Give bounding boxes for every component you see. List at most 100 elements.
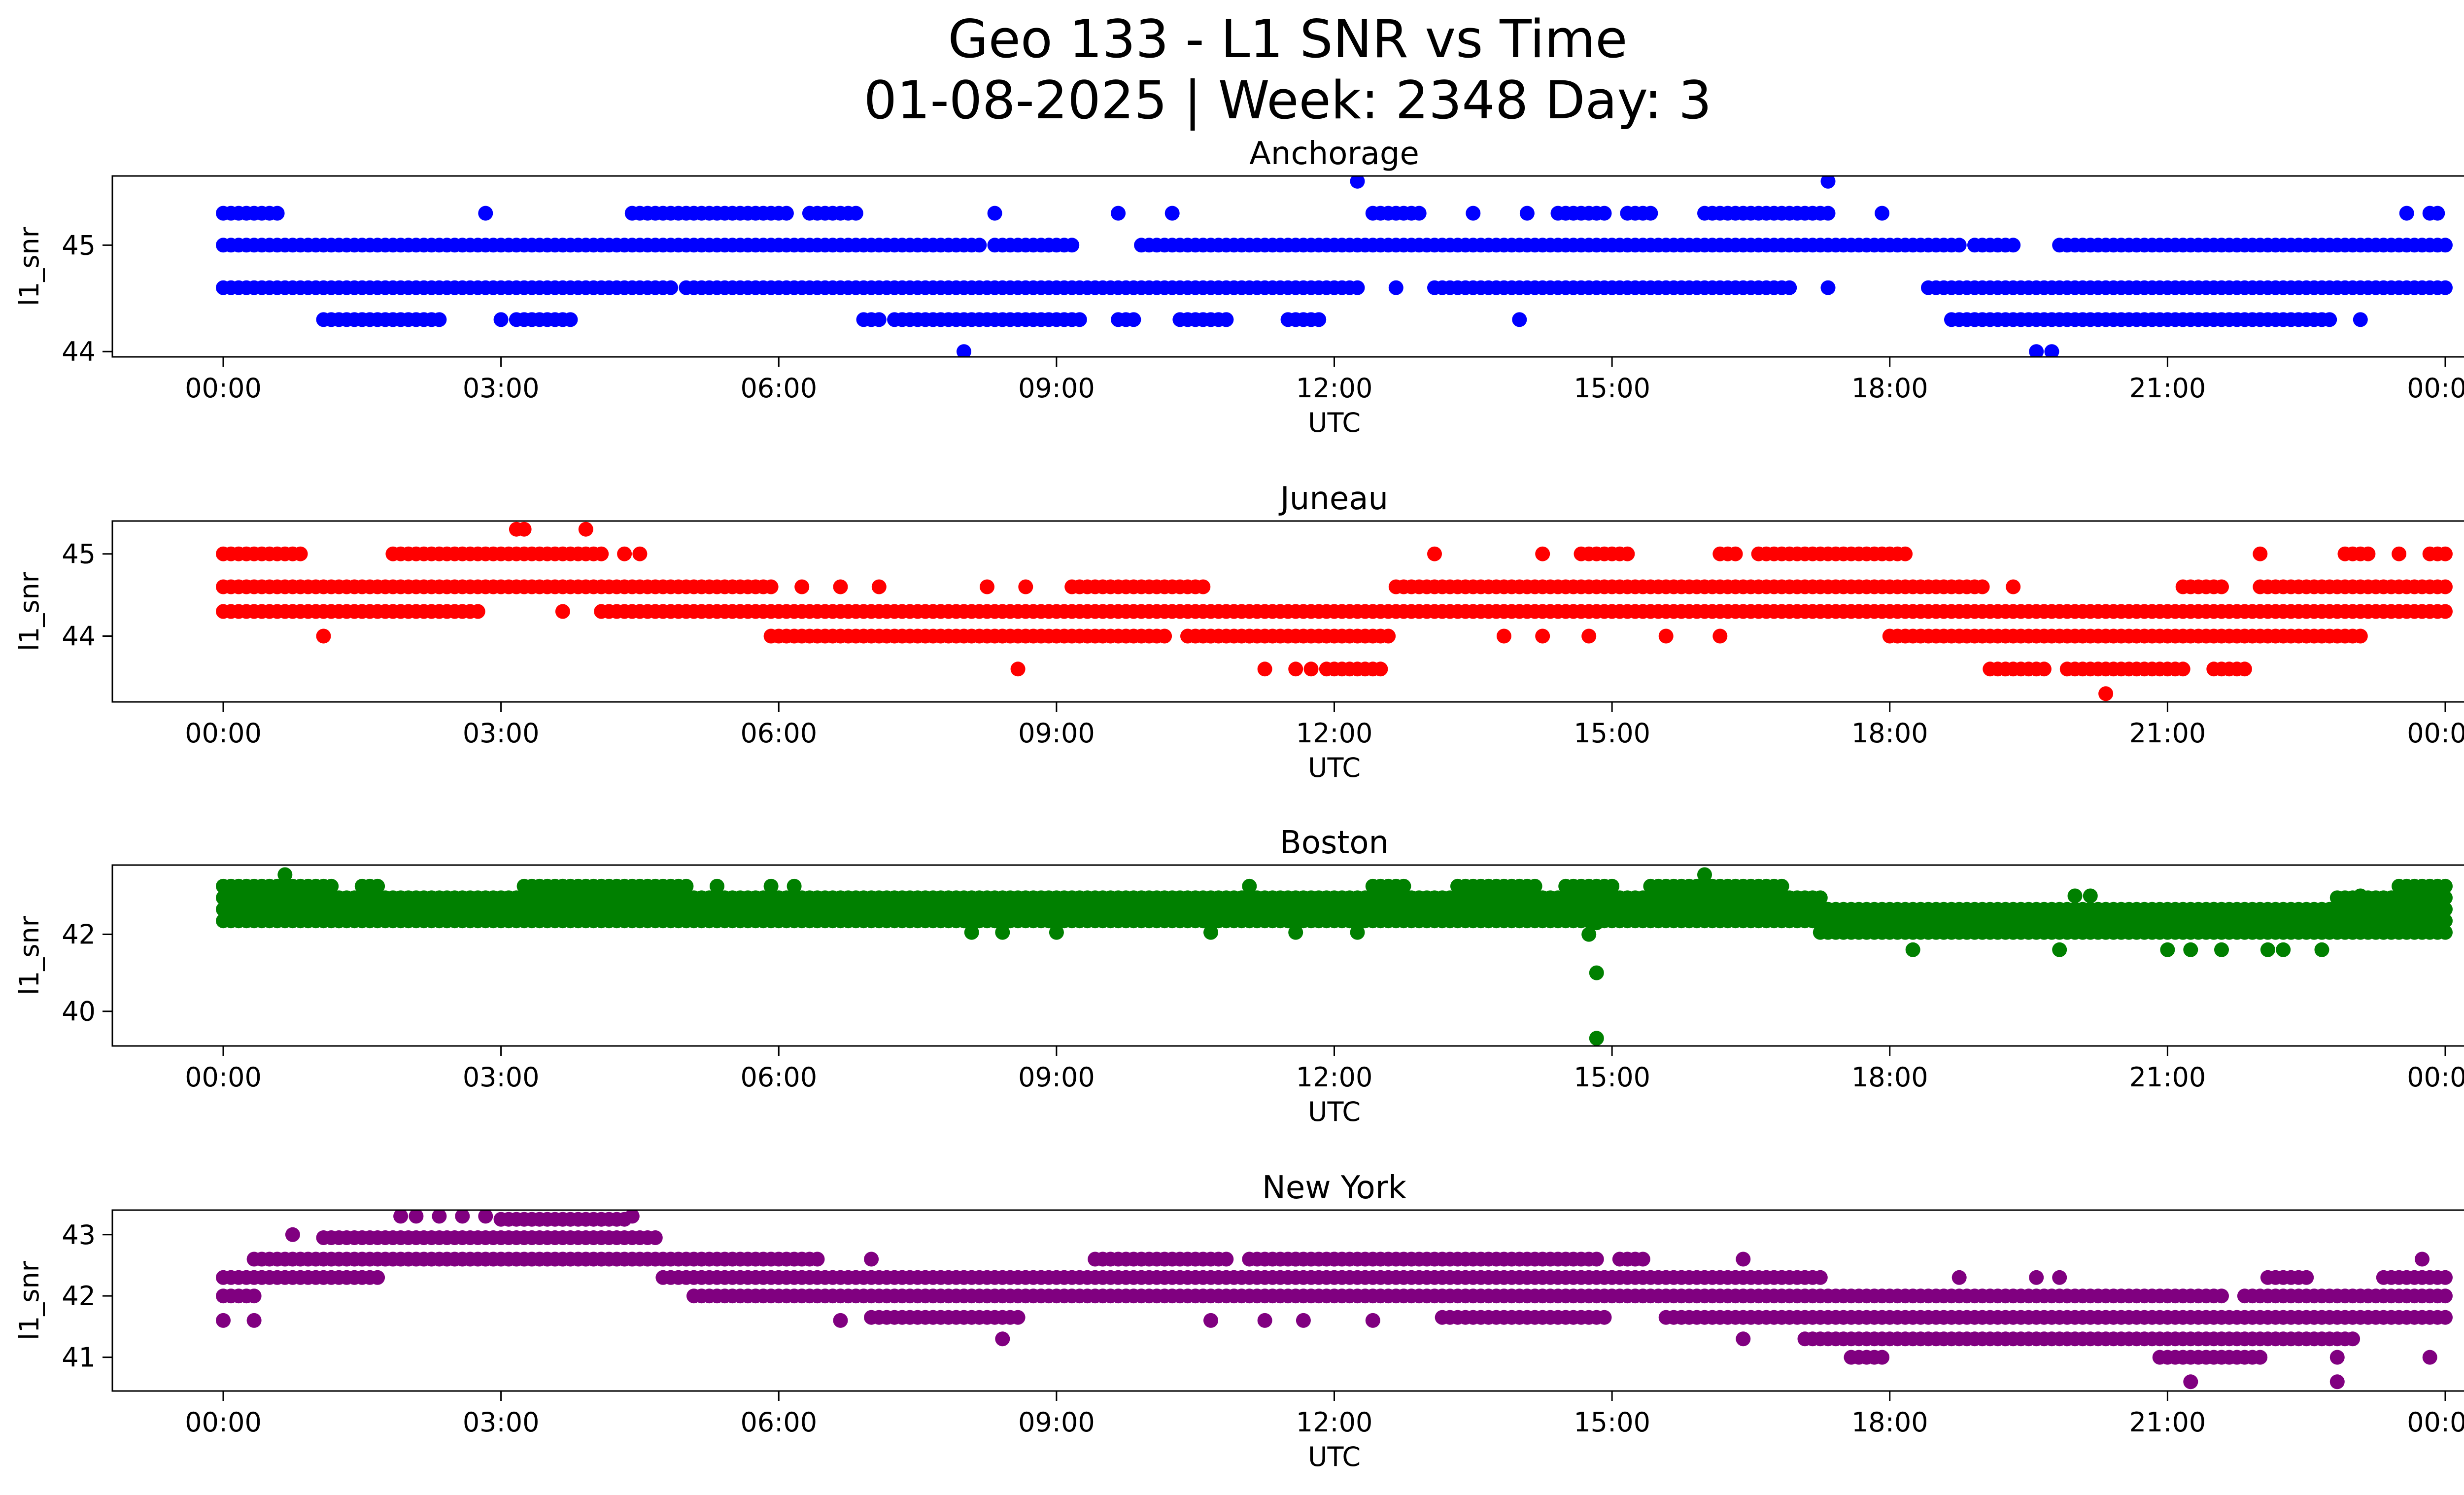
data-point — [432, 312, 447, 327]
data-point — [1242, 878, 1257, 894]
subplot-juneau: Juneau 00:00 03:00 06:00 09:00 12:00 15:00 18:0… — [14, 481, 2464, 783]
data-point — [995, 925, 1010, 940]
data-point — [1010, 661, 1026, 677]
data-point — [1496, 628, 1511, 644]
data-point — [555, 604, 570, 619]
data-point — [1010, 1310, 1026, 1325]
y-tick-label: 45 — [62, 539, 96, 570]
data-point — [1203, 1313, 1218, 1328]
data-point — [1303, 661, 1319, 677]
x-tick-label: 21:00 — [2129, 1407, 2206, 1438]
data-point — [787, 878, 802, 894]
data-point — [409, 1210, 424, 1224]
data-point — [2006, 579, 2021, 594]
y-tick-label: 45 — [62, 230, 96, 261]
data-point — [2029, 1270, 2044, 1285]
data-point — [2438, 878, 2453, 894]
data-point — [1643, 206, 1658, 221]
x-tick-label: 18:00 — [1851, 1062, 1928, 1093]
data-point — [493, 312, 509, 327]
data-point — [972, 238, 987, 253]
subplot-title: Juneau — [1278, 481, 1388, 517]
x-tick-label: 00:00 — [185, 718, 262, 749]
data-point — [316, 628, 331, 644]
data-point — [1597, 1310, 1612, 1325]
data-point — [2160, 942, 2175, 957]
x-tick-label: 18:00 — [1851, 1407, 1928, 1438]
x-tick-label: 18:00 — [1851, 373, 1928, 404]
x-tick-label: 06:00 — [740, 373, 817, 404]
data-point — [648, 1230, 663, 1245]
data-point — [2438, 1310, 2453, 1325]
data-point — [1712, 628, 1728, 644]
data-point — [1620, 546, 1635, 561]
data-marks — [216, 176, 2453, 357]
x-tick-label: 09:00 — [1018, 718, 1095, 749]
data-point — [1512, 312, 1527, 327]
data-point — [1697, 867, 1712, 882]
data-point — [1875, 206, 1890, 221]
data-point — [2399, 206, 2414, 221]
x-tick-label: 15:00 — [1574, 373, 1650, 404]
x-tick-label: 09:00 — [1018, 373, 1095, 404]
data-point — [2214, 579, 2229, 594]
data-point — [2322, 312, 2337, 327]
data-point — [578, 522, 593, 537]
data-point — [2237, 661, 2252, 677]
data-point — [1288, 1252, 1303, 1267]
data-point — [1951, 238, 1967, 253]
data-point — [1774, 878, 1789, 894]
data-point — [1875, 1350, 1890, 1365]
x-tick-label: 21:00 — [2129, 1062, 2206, 1093]
x-tick-label: 06:00 — [740, 718, 817, 749]
data-point — [1519, 206, 1535, 221]
data-point — [1975, 579, 1990, 594]
data-point — [1905, 942, 1920, 957]
data-point — [1782, 280, 1797, 295]
data-point — [270, 206, 285, 221]
data-point — [2329, 1374, 2345, 1390]
data-point — [1018, 579, 1033, 594]
data-point — [2361, 546, 2376, 561]
data-point — [794, 579, 810, 594]
data-point — [810, 1252, 825, 1267]
data-point — [2438, 1288, 2453, 1304]
data-point — [563, 312, 578, 327]
data-point — [2415, 1252, 2430, 1267]
data-point — [1581, 927, 1597, 942]
data-point — [1820, 280, 1836, 295]
data-point — [679, 878, 694, 894]
data-point — [2183, 1374, 2198, 1390]
data-point — [871, 312, 887, 327]
data-point — [1411, 206, 1427, 221]
data-point — [1350, 925, 1365, 940]
data-point — [1064, 238, 1080, 253]
data-point — [1350, 280, 1365, 295]
data-point — [617, 546, 632, 561]
data-point — [1072, 312, 1087, 327]
data-point — [763, 579, 779, 594]
data-point — [632, 546, 648, 561]
subplot-title: Boston — [1280, 825, 1389, 861]
x-tick-label: 06:00 — [740, 1407, 817, 1438]
figure-title: Geo 133 - L1 SNR vs Time 01-08-2025 | We… — [0, 9, 2464, 131]
y-tick-label: 42 — [62, 1281, 96, 1312]
data-point — [1589, 915, 1604, 931]
x-tick-label: 00:00 — [185, 373, 262, 404]
data-point — [2353, 312, 2368, 327]
data-point — [246, 1313, 262, 1328]
data-point — [1820, 206, 1836, 221]
data-point — [216, 1313, 231, 1328]
x-tick-label: 21:00 — [2129, 373, 2206, 404]
data-point — [246, 1288, 262, 1304]
data-point — [1635, 1252, 1650, 1267]
data-point — [455, 1210, 470, 1224]
data-point — [2253, 546, 2268, 561]
data-point — [2345, 1331, 2361, 1347]
data-point — [1219, 1252, 1234, 1267]
data-point — [1381, 628, 1396, 644]
data-point — [1164, 206, 1180, 221]
data-point — [1203, 925, 1218, 940]
data-marks — [216, 1210, 2453, 1390]
